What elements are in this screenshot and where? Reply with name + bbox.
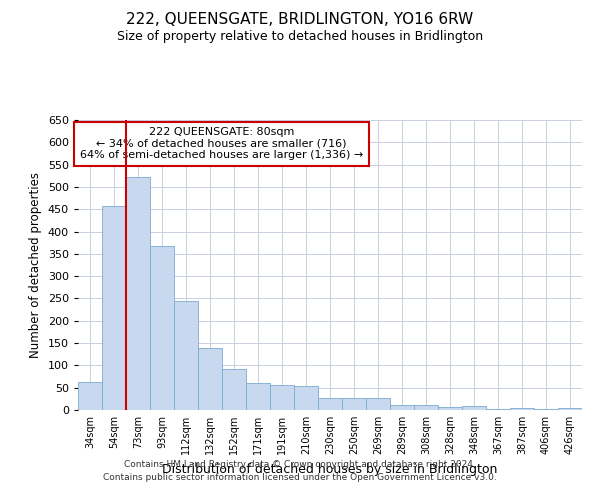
Y-axis label: Number of detached properties: Number of detached properties xyxy=(29,172,42,358)
Bar xyxy=(222,370,246,410)
Bar xyxy=(414,404,438,410)
Text: Size of property relative to detached houses in Bridlington: Size of property relative to detached ho… xyxy=(117,30,483,43)
Bar xyxy=(558,408,582,410)
Bar xyxy=(486,408,510,410)
Bar xyxy=(270,386,294,410)
Text: 222 QUEENSGATE: 80sqm
← 34% of detached houses are smaller (716)
64% of semi-det: 222 QUEENSGATE: 80sqm ← 34% of detached … xyxy=(80,127,363,160)
Text: Contains HM Land Registry data © Crown copyright and database right 2024.
Contai: Contains HM Land Registry data © Crown c… xyxy=(103,460,497,482)
Bar xyxy=(198,348,222,410)
Bar xyxy=(318,398,342,410)
Bar xyxy=(462,406,486,410)
Bar xyxy=(246,383,270,410)
Bar xyxy=(438,408,462,410)
Bar xyxy=(534,408,558,410)
Bar xyxy=(366,398,390,410)
Bar xyxy=(510,408,534,410)
Bar xyxy=(150,246,174,410)
Bar xyxy=(102,206,126,410)
Bar xyxy=(294,386,318,410)
Bar xyxy=(78,382,102,410)
Bar xyxy=(174,300,198,410)
Bar xyxy=(126,176,150,410)
Bar xyxy=(390,405,414,410)
X-axis label: Distribution of detached houses by size in Bridlington: Distribution of detached houses by size … xyxy=(163,462,497,475)
Text: 222, QUEENSGATE, BRIDLINGTON, YO16 6RW: 222, QUEENSGATE, BRIDLINGTON, YO16 6RW xyxy=(127,12,473,28)
Bar xyxy=(342,398,366,410)
